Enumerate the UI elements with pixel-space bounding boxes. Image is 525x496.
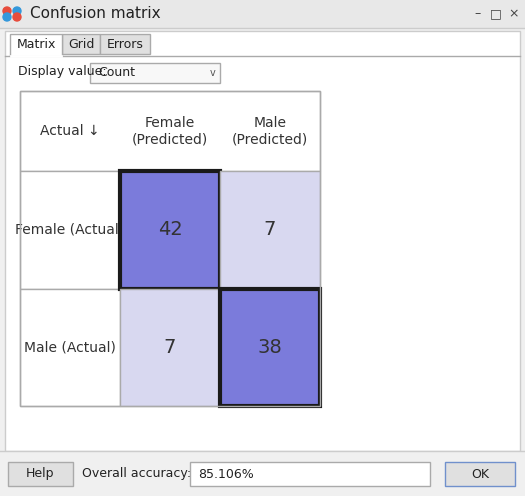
Text: Errors: Errors xyxy=(107,39,143,52)
FancyBboxPatch shape xyxy=(8,462,73,486)
Text: Help: Help xyxy=(26,468,54,481)
FancyBboxPatch shape xyxy=(5,31,520,451)
FancyBboxPatch shape xyxy=(445,462,515,486)
Text: Female
(Predicted): Female (Predicted) xyxy=(132,116,208,146)
Text: 7: 7 xyxy=(164,338,176,357)
Text: Female (Actual): Female (Actual) xyxy=(15,223,124,237)
Circle shape xyxy=(3,7,11,15)
Text: 38: 38 xyxy=(258,338,282,357)
Text: –: – xyxy=(475,7,481,20)
FancyBboxPatch shape xyxy=(0,451,525,496)
Text: Grid: Grid xyxy=(68,39,94,52)
FancyBboxPatch shape xyxy=(120,289,220,406)
Text: OK: OK xyxy=(471,468,489,481)
Text: 42: 42 xyxy=(158,220,182,239)
FancyBboxPatch shape xyxy=(190,462,430,486)
Text: 85.106%: 85.106% xyxy=(198,468,254,481)
Text: v: v xyxy=(210,68,216,78)
Circle shape xyxy=(13,13,21,21)
Text: Actual ↓: Actual ↓ xyxy=(40,124,100,138)
FancyBboxPatch shape xyxy=(20,289,120,406)
FancyBboxPatch shape xyxy=(220,289,320,406)
Text: Count: Count xyxy=(98,66,135,79)
FancyBboxPatch shape xyxy=(220,171,320,289)
FancyBboxPatch shape xyxy=(100,34,150,54)
FancyBboxPatch shape xyxy=(0,0,525,28)
FancyBboxPatch shape xyxy=(10,34,62,56)
Text: Male
(Predicted): Male (Predicted) xyxy=(232,116,308,146)
Text: 7: 7 xyxy=(264,220,276,239)
Text: Overall accuracy:: Overall accuracy: xyxy=(82,468,191,481)
Text: Male (Actual): Male (Actual) xyxy=(24,340,116,354)
Text: ×: × xyxy=(509,7,519,20)
Text: Matrix: Matrix xyxy=(16,39,56,52)
FancyBboxPatch shape xyxy=(20,91,320,171)
FancyBboxPatch shape xyxy=(62,34,100,54)
FancyBboxPatch shape xyxy=(120,171,220,289)
Circle shape xyxy=(3,13,11,21)
Text: □: □ xyxy=(490,7,502,20)
FancyBboxPatch shape xyxy=(20,171,120,289)
Text: Display value:: Display value: xyxy=(18,65,107,78)
Circle shape xyxy=(13,7,21,15)
Text: Confusion matrix: Confusion matrix xyxy=(30,6,161,21)
FancyBboxPatch shape xyxy=(90,63,220,83)
